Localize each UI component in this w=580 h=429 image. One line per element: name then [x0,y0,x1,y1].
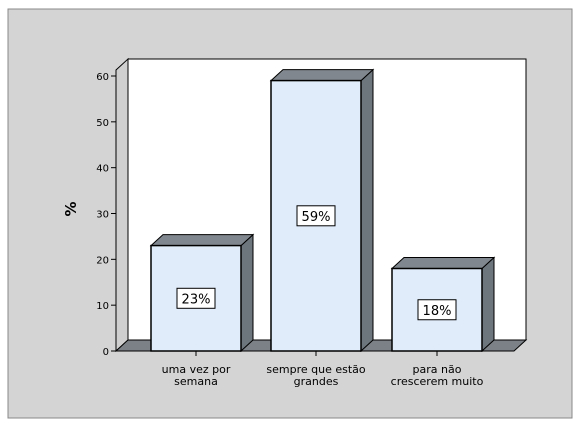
data-label: 18% [423,304,452,319]
data-label-box [417,299,457,321]
data-label: 23% [182,292,211,307]
x-tick-label: grandes [294,375,339,388]
y-tick-label: 50 [96,118,109,129]
x-tick-label: semana [174,375,218,388]
y-tick-label: 20 [96,255,109,266]
y-tick-label: 10 [96,301,109,312]
y-tick-label: 60 [96,72,109,83]
bar-side-face [240,233,254,353]
y-tick-label: 0 [103,347,109,358]
x-tick-label: uma vez por [162,363,231,376]
y-tick-label: 40 [96,164,109,175]
bar [150,244,242,352]
data-label: 59% [302,210,331,225]
data-label-box [296,205,336,227]
bar-top-face [269,69,375,82]
y-axis-label: % [62,201,80,216]
bar-top-face [390,257,496,269]
y-tick-label: 30 [96,210,109,221]
x-tick-label: crescerem muito [391,375,484,388]
bar-side-face [360,68,374,353]
bar-top-face [149,234,255,247]
x-tick-label: para não [413,363,462,376]
data-label-box [176,287,216,309]
bar-side-face [481,256,495,353]
plot-side-wall [115,57,129,353]
x-tick-label: sempre que estão [266,363,366,376]
